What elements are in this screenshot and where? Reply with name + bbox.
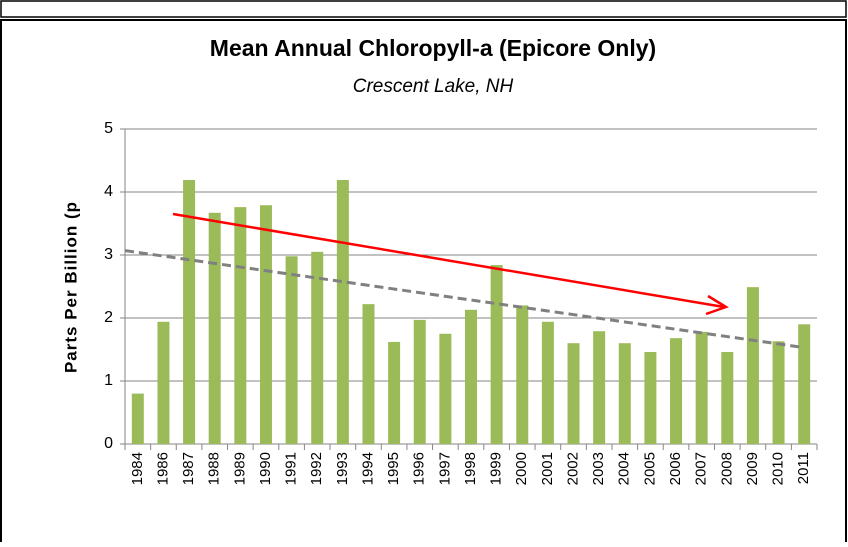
x-tick-label: 2002 [564,452,581,485]
bar [746,287,759,444]
bar [131,393,144,444]
bar [541,321,554,444]
bar [567,343,580,444]
y-tick-label: 2 [104,309,113,326]
y-axis-label: Parts Per Billion (p [61,201,80,373]
annotation-arrowhead [705,294,729,316]
x-tick-label: 1998 [462,452,479,485]
x-tick-label: 2005 [641,452,658,485]
bar [490,265,503,444]
x-tick-label: 1984 [129,452,146,485]
x-tick-label: 2000 [513,452,530,485]
x-tick-label: 2009 [744,452,761,485]
bar [234,207,247,444]
bar [336,180,349,444]
chart-title: Mean Annual Chloropyll-a (Epicore Only) [210,35,656,61]
chart-frame [0,19,847,547]
bar [644,352,657,444]
y-tick-label: 3 [104,246,113,263]
y-tick-label: 5 [104,120,113,137]
bar [413,319,426,444]
x-tick-label: 1989 [231,452,248,485]
x-tick-label: 1988 [206,452,223,485]
x-tick-label: 1992 [308,452,325,485]
x-tick-label: 1994 [359,452,376,485]
y-tick-label: 1 [104,372,113,389]
x-tick-label: 1997 [436,452,453,485]
bar [439,333,452,444]
x-tick-label: 2004 [616,452,633,485]
chart-subtitle: Crescent Lake, NH [353,76,514,97]
trendline [124,249,801,349]
x-tick-label: 2007 [693,452,710,485]
annotation-arrow [172,212,725,309]
x-tick-label: 1991 [283,452,300,485]
x-tick-label: 1986 [154,452,171,485]
bar [259,205,272,444]
bar [670,338,683,444]
bar [798,324,811,444]
bar [465,309,477,444]
x-tick-label: 2006 [667,452,684,485]
x-tick-label: 1990 [257,452,274,485]
bar [285,256,298,444]
bar [695,331,708,444]
bar [721,352,734,444]
top-frame [0,0,847,18]
x-tick-label: 2003 [590,452,607,485]
x-tick-label: 1995 [385,452,402,485]
x-tick-label: 2011 [795,452,812,484]
x-tick-label: 2008 [718,452,735,485]
bar [593,331,606,444]
bar [516,305,529,444]
y-tick-label: 0 [104,435,113,452]
bar [183,180,196,444]
bar [618,343,631,444]
x-tick-label: 1999 [488,452,505,485]
bar [772,341,785,444]
x-tick-label: 1993 [334,452,351,485]
y-tick-label: 4 [104,183,113,200]
x-tick-label: 2010 [770,452,787,485]
bar [208,212,221,444]
bar [157,321,170,444]
x-tick-label: 1996 [411,452,428,485]
bar [311,251,324,444]
bar [362,304,375,444]
bar [388,341,401,444]
x-tick-label: 2001 [539,452,556,485]
x-tick-label: 1987 [180,452,197,485]
